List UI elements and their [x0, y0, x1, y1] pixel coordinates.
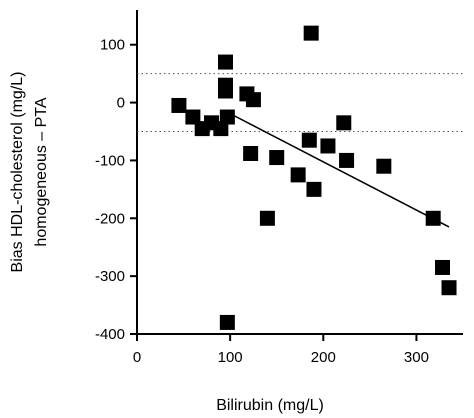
- tick-labels: 100 0 -100 -200 -300 -400 0 100 200 300: [95, 37, 429, 366]
- y-tick-label: 0: [117, 95, 125, 112]
- axes: [130, 10, 463, 341]
- reference-lines: [137, 73, 463, 132]
- data-markers: [171, 25, 457, 330]
- data-point: [376, 158, 392, 174]
- x-axis-label: Bilirubin (mg/L): [216, 397, 324, 414]
- y-tick-label: -100: [95, 152, 125, 169]
- y-tick-label: 100: [100, 37, 125, 54]
- data-point: [306, 181, 322, 197]
- x-tick-label: 100: [218, 349, 243, 366]
- data-point: [259, 210, 275, 226]
- data-point: [435, 259, 451, 275]
- data-point: [339, 152, 355, 168]
- y-tick-label: -200: [95, 210, 125, 227]
- data-point: [243, 145, 259, 161]
- data-point: [217, 83, 233, 99]
- regression-line: [225, 110, 450, 228]
- y-axis-label-line1: Bias HDL-cholesterol (mg/L): [9, 72, 26, 273]
- data-point: [171, 97, 187, 113]
- x-tick-label: 0: [133, 349, 141, 366]
- x-tick-label: 200: [311, 349, 336, 366]
- data-point: [185, 109, 201, 125]
- data-point: [217, 54, 233, 70]
- data-point: [219, 109, 235, 125]
- data-point: [425, 210, 441, 226]
- data-point: [320, 138, 336, 154]
- data-point: [219, 314, 235, 330]
- data-point: [336, 115, 352, 131]
- data-point: [441, 280, 457, 296]
- regression-line-group: [225, 110, 450, 228]
- y-tick-label: -300: [95, 268, 125, 285]
- y-axis-label-line2: homogeneous – PTA: [33, 97, 50, 246]
- data-point: [303, 25, 319, 41]
- x-tick-label: 300: [404, 349, 429, 366]
- data-point: [301, 132, 317, 148]
- data-point: [290, 167, 306, 183]
- data-point: [245, 92, 261, 108]
- data-point: [269, 150, 285, 166]
- y-tick-label: -400: [95, 326, 125, 343]
- data-point: [213, 121, 229, 137]
